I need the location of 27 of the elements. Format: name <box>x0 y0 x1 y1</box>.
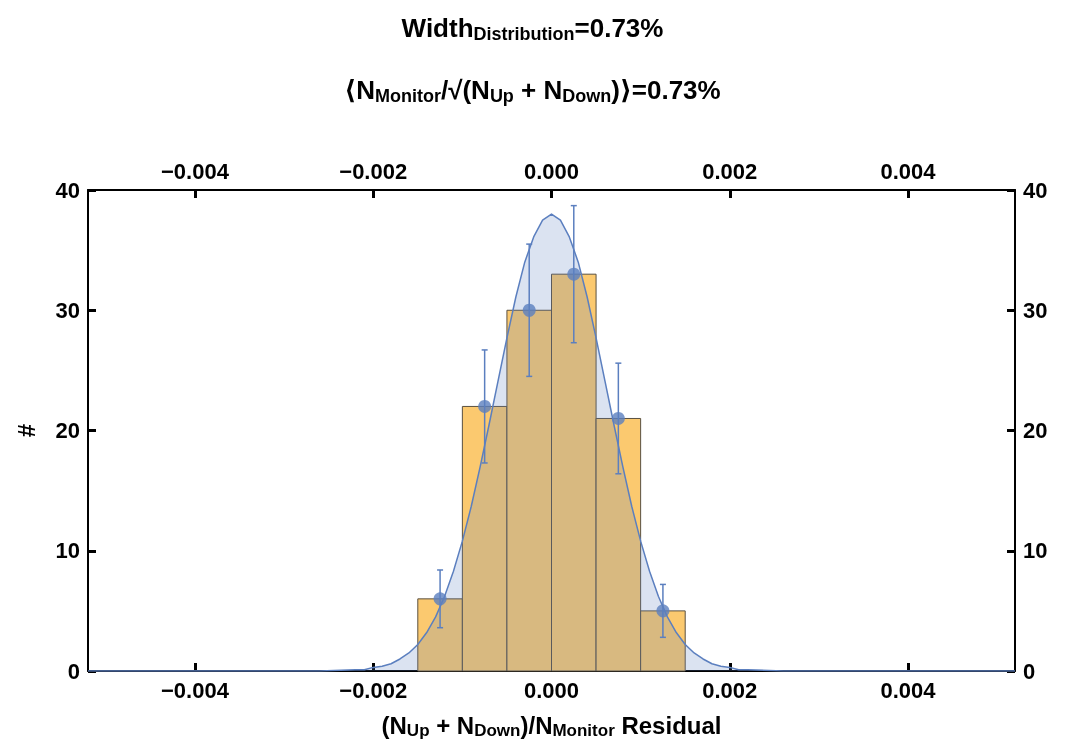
y2-tick-label: 20 <box>1023 418 1048 443</box>
x2-tick-label: −0.002 <box>339 158 408 184</box>
x-tick-label: 0.002 <box>702 677 758 703</box>
point <box>656 604 670 618</box>
x2-tick-label: 0.000 <box>523 158 580 184</box>
y2-tick-label: 10 <box>1023 538 1048 564</box>
x2-tick-label: 0.004 <box>880 158 937 184</box>
point <box>433 592 447 606</box>
point <box>611 411 625 425</box>
x-tick-label: −0.002 <box>339 677 408 703</box>
point <box>567 267 581 281</box>
y-tick-label: 20 <box>55 418 80 443</box>
y-tick-label: 30 <box>55 297 80 323</box>
x-tick-label: 0.004 <box>880 677 937 703</box>
x-tick-label: 0.000 <box>523 677 580 703</box>
y-tick-label: 10 <box>55 538 80 564</box>
x2-tick-label: −0.004 <box>161 158 230 184</box>
y-tick-label: 0 <box>67 658 80 684</box>
point <box>522 303 536 317</box>
y-axis-title: # <box>12 423 40 438</box>
x-tick-label: −0.004 <box>161 677 230 703</box>
y2-tick-label: 40 <box>1023 177 1048 203</box>
y2-tick-label: 30 <box>1023 297 1048 323</box>
x2-tick-label: 0.002 <box>702 158 758 184</box>
y-tick-label: 40 <box>55 177 80 203</box>
y2-tick-label: 0 <box>1023 658 1036 684</box>
point <box>478 399 492 413</box>
